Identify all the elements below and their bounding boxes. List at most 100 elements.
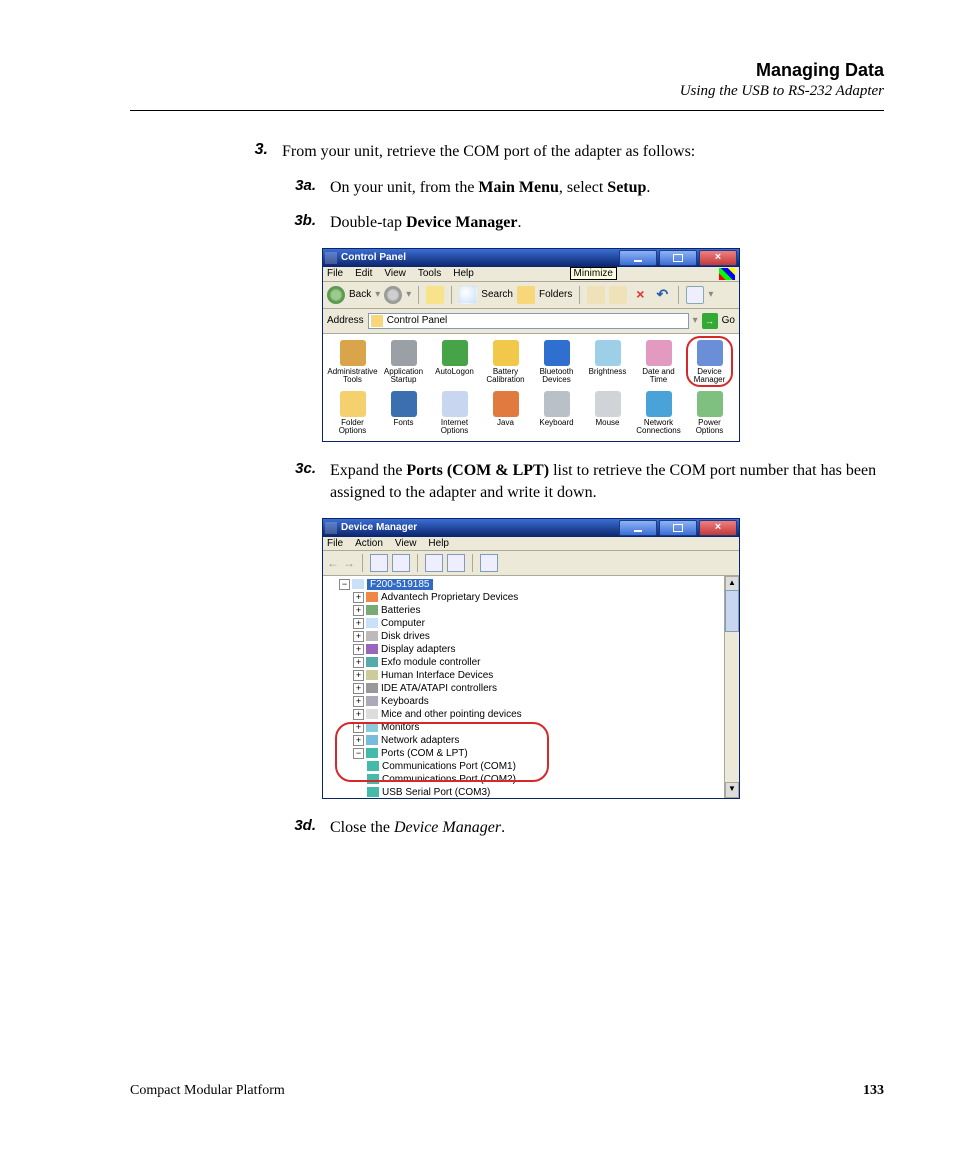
cp-item-label: Internet Options xyxy=(429,419,480,436)
scroll-thumb[interactable] xyxy=(725,590,739,632)
menu-view[interactable]: View xyxy=(384,268,406,280)
tree-node[interactable]: +Exfo module controller xyxy=(353,656,737,669)
control-panel-item[interactable]: Network Connections xyxy=(633,391,684,436)
expand-icon[interactable]: + xyxy=(353,696,364,707)
window-titlebar[interactable]: Control Panel xyxy=(323,249,739,267)
scroll-down-button[interactable]: ▼ xyxy=(725,782,739,798)
folders-button[interactable] xyxy=(517,286,535,304)
tree-node[interactable]: +Advantech Proprietary Devices xyxy=(353,591,737,604)
control-panel-item[interactable]: Mouse xyxy=(582,391,633,436)
cp-item-label: Folder Options xyxy=(327,419,378,436)
cp-item-label: Power Options xyxy=(684,419,735,436)
control-panel-item[interactable]: Keyboard xyxy=(531,391,582,436)
control-panel-item[interactable]: Date and Time xyxy=(633,340,684,385)
cp-item-icon xyxy=(391,340,417,366)
cp-item-label: AutoLogon xyxy=(435,368,474,376)
tree-node[interactable]: +Disk drives xyxy=(353,630,737,643)
expand-icon[interactable]: + xyxy=(353,709,364,720)
expand-icon[interactable]: + xyxy=(353,670,364,681)
cp-item-label: Fonts xyxy=(393,419,413,427)
expand-icon[interactable]: + xyxy=(353,605,364,616)
control-panel-item[interactable]: AutoLogon xyxy=(429,340,480,385)
go-button[interactable]: → xyxy=(702,313,718,329)
views-button[interactable] xyxy=(686,286,704,304)
control-panel-item[interactable]: Power Options xyxy=(684,391,735,436)
menu-tools[interactable]: Tools xyxy=(418,268,441,280)
expand-icon[interactable]: + xyxy=(353,631,364,642)
toolbar-icon[interactable] xyxy=(425,554,443,572)
menu-file[interactable]: File xyxy=(327,268,343,280)
tree-node[interactable]: +Mice and other pointing devices xyxy=(353,708,737,721)
menu-edit[interactable]: Edit xyxy=(355,268,372,280)
back-label: Back xyxy=(349,289,371,300)
undo-icon[interactable]: ↶ xyxy=(653,286,671,304)
control-panel-item[interactable]: Java xyxy=(480,391,531,436)
expand-icon[interactable]: + xyxy=(353,618,364,629)
control-panel-item[interactable]: Fonts xyxy=(378,391,429,436)
header-rule xyxy=(130,110,884,111)
close-button[interactable] xyxy=(699,250,737,266)
menu-help[interactable]: Help xyxy=(453,268,474,280)
control-panel-item[interactable]: Bluetooth Devices xyxy=(531,340,582,385)
maximize-button[interactable] xyxy=(659,520,697,536)
control-panel-item[interactable]: Internet Options xyxy=(429,391,480,436)
maximize-button[interactable] xyxy=(659,250,697,266)
back-button[interactable] xyxy=(327,286,345,304)
step-3c: 3c. Expand the Ports (COM & LPT) list to… xyxy=(280,460,884,503)
tooltip-minimize: Minimize xyxy=(570,267,617,280)
tree-leaf-port[interactable]: USB Serial Port (COM3) xyxy=(367,786,737,798)
window-titlebar[interactable]: Device Manager xyxy=(323,519,739,537)
tree-node[interactable]: +Computer xyxy=(353,617,737,630)
expand-icon[interactable]: + xyxy=(353,592,364,603)
cp-item-icon xyxy=(646,391,672,417)
tree-node[interactable]: +Keyboards xyxy=(353,695,737,708)
footer-product: Compact Modular Platform xyxy=(130,1083,285,1099)
forward-arrow[interactable]: → xyxy=(343,556,355,570)
menu-help[interactable]: Help xyxy=(428,538,449,549)
close-button[interactable] xyxy=(699,520,737,536)
copy-to-icon[interactable] xyxy=(609,286,627,304)
step-number: 3. xyxy=(240,141,268,163)
text-fragment: . xyxy=(501,819,505,836)
tree-node[interactable]: +IDE ATA/ATAPI controllers xyxy=(353,682,737,695)
control-panel-item[interactable]: Application Startup xyxy=(378,340,429,385)
menu-file[interactable]: File xyxy=(327,538,343,549)
control-panel-item[interactable]: Brightness xyxy=(582,340,633,385)
toolbar-icon[interactable] xyxy=(370,554,388,572)
toolbar-icon[interactable] xyxy=(480,554,498,572)
footer-page-number: 133 xyxy=(863,1083,884,1099)
window-icon xyxy=(325,252,337,264)
address-input[interactable] xyxy=(368,313,689,329)
search-button[interactable] xyxy=(459,286,477,304)
toolbar-icon[interactable] xyxy=(392,554,410,572)
control-panel-item[interactable]: Battery Calibration xyxy=(480,340,531,385)
cp-item-icon xyxy=(595,340,621,366)
device-tree[interactable]: −F200-519185 +Advantech Proprietary Devi… xyxy=(323,576,739,798)
minimize-button[interactable] xyxy=(619,250,657,266)
tree-node[interactable]: +Human Interface Devices xyxy=(353,669,737,682)
menu-action[interactable]: Action xyxy=(355,538,383,549)
control-panel-item[interactable]: Folder Options xyxy=(327,391,378,436)
menu-view[interactable]: View xyxy=(395,538,417,549)
control-panel-item[interactable]: Device Manager xyxy=(684,340,735,385)
expand-icon[interactable]: + xyxy=(353,657,364,668)
expand-icon[interactable]: + xyxy=(353,683,364,694)
delete-icon[interactable]: × xyxy=(631,286,649,304)
folders-label: Folders xyxy=(539,289,572,300)
text-fragment: , select xyxy=(559,179,607,196)
back-arrow[interactable]: ← xyxy=(327,556,339,570)
toolbar-icon[interactable] xyxy=(447,554,465,572)
up-button[interactable] xyxy=(426,286,444,304)
control-panel-item[interactable]: Administrative Tools xyxy=(327,340,378,385)
tree-node[interactable]: +Display adapters xyxy=(353,643,737,656)
search-label: Search xyxy=(481,289,513,300)
cp-item-icon xyxy=(442,391,468,417)
tree-node[interactable]: +Batteries xyxy=(353,604,737,617)
collapse-icon[interactable]: − xyxy=(339,579,350,590)
minimize-button[interactable] xyxy=(619,520,657,536)
forward-button[interactable] xyxy=(384,286,402,304)
substep-text: Close the Device Manager. xyxy=(330,817,505,839)
vertical-scrollbar[interactable]: ▲ ▼ xyxy=(724,576,739,798)
move-to-icon[interactable] xyxy=(587,286,605,304)
expand-icon[interactable]: + xyxy=(353,644,364,655)
